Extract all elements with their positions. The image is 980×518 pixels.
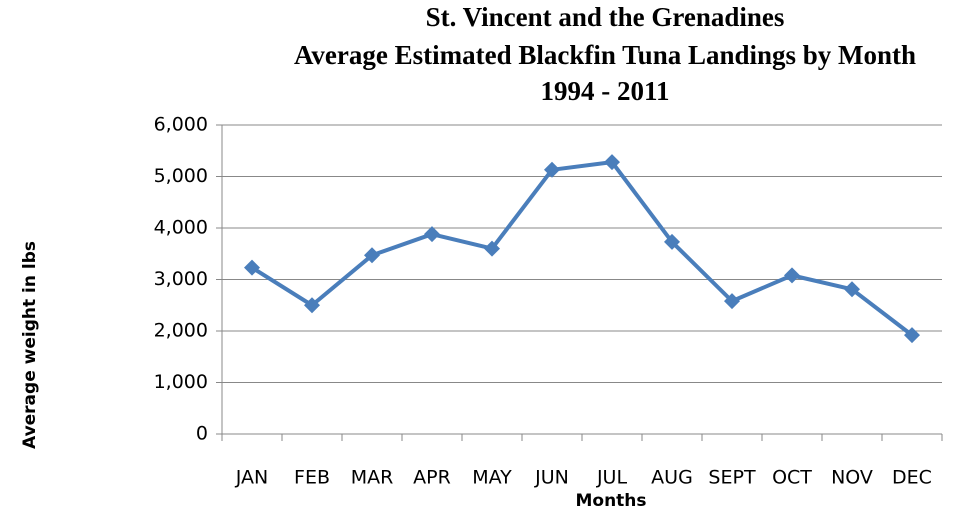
x-tick-label: OCT [772, 467, 812, 489]
y-tick-label: 4,000 [154, 217, 208, 239]
marker [904, 327, 920, 344]
marker [724, 293, 740, 310]
marker [484, 240, 500, 257]
chart-title: 1994 - 2011 [540, 76, 669, 106]
y-tick-label: 1,000 [154, 371, 208, 393]
marker [604, 154, 620, 171]
marker [424, 226, 440, 243]
y-tick-label: 0 [196, 423, 208, 445]
x-tick-label: APR [413, 467, 451, 489]
chart-title: Average Estimated Blackfin Tuna Landings… [294, 40, 916, 70]
y-tick-label: 2,000 [154, 320, 208, 342]
x-tick-label: SEPT [708, 467, 756, 489]
marker [784, 267, 800, 284]
y-tick-label: 6,000 [154, 114, 208, 136]
marker [844, 281, 860, 298]
y-tick-label: 5,000 [154, 165, 208, 187]
marker [544, 161, 560, 178]
x-tick-label: NOV [831, 467, 873, 489]
x-tick-label: AUG [651, 467, 693, 489]
x-tick-label: MAY [472, 467, 512, 489]
chart-title: St. Vincent and the Grenadines [426, 2, 785, 32]
marker [364, 247, 380, 264]
y-tick-label: 3,000 [154, 268, 208, 290]
x-tick-label: JUL [596, 467, 628, 489]
marker [664, 233, 680, 250]
x-tick-label: JAN [235, 467, 268, 489]
x-tick-label: DEC [892, 467, 932, 489]
marker [244, 259, 260, 276]
line [250, 160, 914, 337]
marker [304, 297, 320, 314]
x-axis-label: Months [575, 491, 646, 511]
x-tick-label: FEB [294, 467, 330, 489]
x-tick-label: JUN [534, 467, 569, 489]
y-axis-label: Average weight in lbs [20, 241, 40, 449]
x-tick-label: MAR [351, 467, 394, 489]
